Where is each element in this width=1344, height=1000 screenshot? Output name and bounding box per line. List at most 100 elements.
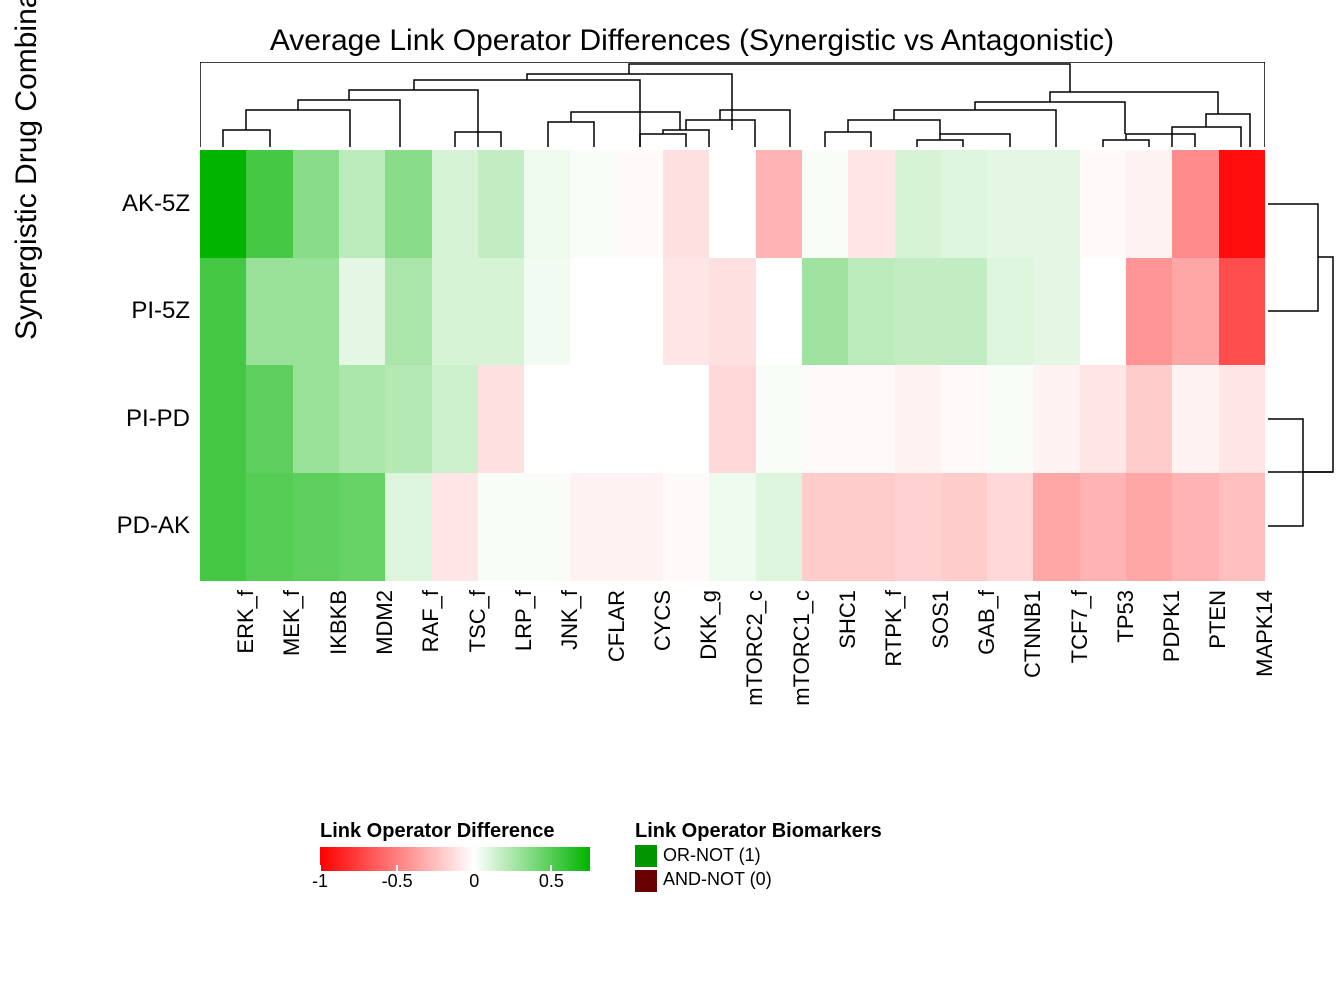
heatmap-cell — [339, 258, 386, 366]
heatmap-cell — [385, 258, 432, 366]
heatmap-cell — [246, 258, 293, 366]
row-dendrogram — [1268, 150, 1338, 580]
heatmap-cell — [200, 365, 247, 473]
biomarker-label: AND-NOT (0) — [663, 869, 772, 889]
heatmap-cell — [1126, 150, 1173, 258]
heatmap-cell — [895, 365, 942, 473]
biomarker-block: Link Operator Biomarkers OR-NOT (1) AND-N… — [635, 820, 882, 894]
heatmap-cell — [848, 150, 895, 258]
heatmap-cell — [987, 473, 1034, 581]
heatmap-cell — [756, 473, 803, 581]
column-label: MAPK14 — [1252, 590, 1278, 740]
heatmap-cell — [663, 473, 710, 581]
heatmap-cell — [1172, 258, 1219, 366]
heatmap-cell — [1033, 150, 1080, 258]
column-label: mTORC2_c — [742, 590, 768, 740]
heatmap-cell — [385, 150, 432, 258]
heatmap-cell — [941, 258, 988, 366]
heatmap-cell — [895, 150, 942, 258]
heatmap-cell — [1219, 365, 1266, 473]
heatmap-cell — [246, 150, 293, 258]
row-label: PI-PD — [126, 405, 190, 433]
column-label: JNK_f — [557, 590, 583, 740]
column-label: MDM2 — [372, 590, 398, 740]
heatmap-cell — [1126, 473, 1173, 581]
heatmap-cell — [200, 150, 247, 258]
heatmap-cell — [663, 150, 710, 258]
biomarker-swatch — [635, 870, 657, 892]
column-label: ERK_f — [233, 590, 259, 740]
heatmap-cell — [987, 258, 1034, 366]
heatmap-cell — [339, 150, 386, 258]
heatmap-cell — [709, 365, 756, 473]
heatmap-cell — [1080, 258, 1127, 366]
colorbar-block: Link Operator Difference -1-0.500.5 — [320, 820, 590, 891]
heatmap-cell — [895, 258, 942, 366]
heatmap-cell — [385, 365, 432, 473]
chart-container: Average Link Operator Differences (Syner… — [20, 20, 1344, 980]
biomarker-title: Link Operator Biomarkers — [635, 820, 882, 843]
heatmap-cell — [1033, 365, 1080, 473]
column-label: PTEN — [1205, 590, 1231, 740]
heatmap-cell — [570, 365, 617, 473]
heatmap-cell — [570, 473, 617, 581]
colorbar-tick-label: 0 — [469, 871, 479, 892]
heatmap-cell — [1126, 365, 1173, 473]
column-label: RTPK_f — [881, 590, 907, 740]
heatmap-cell — [709, 473, 756, 581]
heatmap-cell — [478, 473, 525, 581]
heatmap-cell — [756, 365, 803, 473]
heatmap-cell — [293, 150, 340, 258]
colorbar-gradient — [320, 847, 590, 871]
heatmap-cell — [1080, 365, 1127, 473]
heatmap-cell — [524, 258, 571, 366]
heatmap-cell — [570, 150, 617, 258]
biomarker-swatch — [635, 845, 657, 867]
colorbar-tick-label: -0.5 — [382, 871, 413, 892]
heatmap-cell — [1172, 150, 1219, 258]
heatmap-cell — [200, 258, 247, 366]
biomarker-items: OR-NOT (1) AND-NOT (0) — [635, 845, 882, 892]
heatmap-grid — [200, 150, 1265, 580]
heatmap-cell — [478, 365, 525, 473]
colorbar-ticks: -1-0.500.5 — [320, 871, 590, 891]
colorbar-tick-label: -1 — [312, 871, 328, 892]
heatmap-cell — [1033, 258, 1080, 366]
biomarker-label: OR-NOT (1) — [663, 845, 761, 865]
heatmap-cell — [1172, 473, 1219, 581]
column-label: TSC_f — [465, 590, 491, 740]
heatmap-cell — [478, 258, 525, 366]
heatmap-cell — [339, 473, 386, 581]
column-label: TCF7_f — [1067, 590, 1093, 740]
heatmap-cell — [246, 473, 293, 581]
row-label: PD-AK — [117, 512, 190, 540]
heatmap-cell — [339, 365, 386, 473]
heatmap-cell — [246, 365, 293, 473]
heatmap-cell — [941, 365, 988, 473]
column-label: SOS1 — [928, 590, 954, 740]
chart-title: Average Link Operator Differences (Syner… — [20, 24, 1344, 58]
heatmap-cell — [1080, 150, 1127, 258]
legend: Link Operator Difference -1-0.500.5 Link… — [320, 820, 882, 894]
colorbar-title: Link Operator Difference — [320, 820, 590, 843]
column-label: CTNNB1 — [1020, 590, 1046, 740]
column-dendrogram — [200, 62, 1265, 147]
heatmap-cell — [524, 365, 571, 473]
heatmap-cell — [802, 473, 849, 581]
column-label: DKK_g — [696, 590, 722, 740]
column-label: SHC1 — [835, 590, 861, 740]
heatmap-cell — [941, 473, 988, 581]
heatmap-cell — [987, 365, 1034, 473]
heatmap-cell — [802, 150, 849, 258]
heatmap-cell — [802, 258, 849, 366]
y-axis-label: Synergistic Drug Combinations — [10, 0, 44, 340]
heatmap-cell — [570, 258, 617, 366]
heatmap-cell — [663, 365, 710, 473]
row-label: AK-5Z — [122, 190, 190, 218]
heatmap-cell — [756, 258, 803, 366]
heatmap-cell — [1219, 258, 1266, 366]
column-label: RAF_f — [418, 590, 444, 740]
heatmap-cell — [848, 258, 895, 366]
heatmap-cell — [432, 150, 479, 258]
heatmap-cell — [1219, 473, 1266, 581]
